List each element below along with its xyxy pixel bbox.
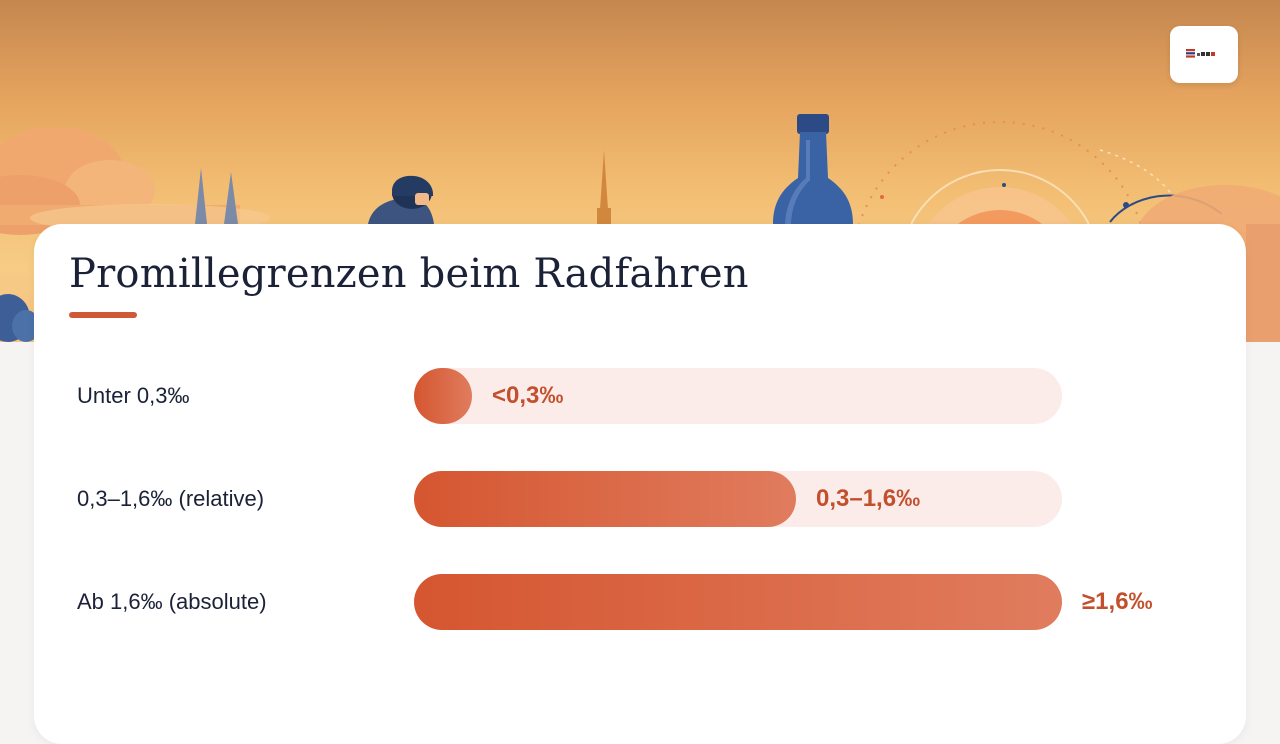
tower-icon bbox=[597, 150, 611, 224]
bottle-icon bbox=[773, 114, 853, 224]
category-label: Unter 0,3‰ bbox=[77, 383, 190, 408]
foliage-icon bbox=[0, 294, 40, 342]
cathedral-spires-icon bbox=[195, 168, 238, 224]
bar bbox=[414, 368, 472, 424]
category-label: 0,3–1,6‰ (relative) bbox=[77, 486, 265, 511]
bar bbox=[414, 471, 796, 527]
logo-badge bbox=[1170, 26, 1238, 83]
bar-track: ≥1,6‰ bbox=[414, 574, 1153, 630]
cyclist-icon bbox=[368, 175, 434, 224]
category-label: Ab 1,6‰ (absolute) bbox=[77, 589, 267, 614]
bar bbox=[414, 574, 1062, 630]
page-title: Promillegrenzen beim Radfahren bbox=[69, 251, 749, 297]
value-label: <0,3‰ bbox=[492, 382, 564, 409]
logo-icon bbox=[1186, 49, 1215, 58]
value-label: 0,3–1,6‰ bbox=[816, 485, 921, 512]
content-card: Promillegrenzen beim Radfahren Unter 0,3… bbox=[34, 224, 1246, 744]
value-label: ≥1,6‰ bbox=[1082, 588, 1153, 615]
bar-track: 0,3–1,6‰ bbox=[414, 471, 1062, 527]
bar-track: <0,3‰ bbox=[414, 368, 1062, 424]
title-underline bbox=[69, 312, 137, 318]
